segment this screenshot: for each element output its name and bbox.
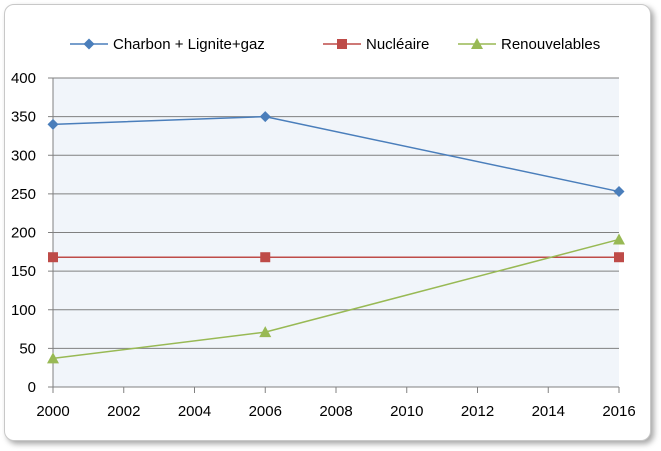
y-tick-label: 200 (11, 225, 36, 242)
diamond-marker (613, 186, 625, 198)
triangle-marker (259, 326, 272, 338)
diamond-marker (259, 111, 271, 123)
y-tick-label: 100 (11, 302, 36, 319)
legend-label: Nucléaire (366, 36, 429, 53)
legend-square-marker (337, 39, 347, 49)
x-tick-label: 2000 (36, 403, 69, 420)
legend-label: Renouvelables (501, 36, 600, 53)
y-tick-label: 150 (11, 263, 36, 280)
y-tick-label: 250 (11, 186, 36, 203)
y-tick-label: 0 (28, 379, 36, 396)
square-marker (48, 252, 58, 263)
x-tick-label: 2010 (390, 403, 423, 420)
square-marker (614, 252, 624, 263)
square-marker (260, 252, 271, 263)
y-tick-label: 300 (11, 147, 36, 164)
triangle-marker (613, 233, 625, 245)
x-tick-label: 2012 (461, 403, 494, 420)
diamond-marker (47, 118, 59, 130)
legend-diamond-marker (83, 38, 95, 50)
x-tick-label: 2002 (107, 403, 140, 420)
y-tick-label: 350 (11, 109, 36, 126)
x-tick-label: 2006 (249, 403, 282, 420)
x-tick-label: 2008 (319, 403, 352, 420)
y-tick-label: 50 (19, 340, 36, 357)
x-tick-label: 2016 (602, 403, 635, 420)
y-tick-label: 400 (11, 70, 36, 87)
triangle-marker (47, 352, 59, 364)
x-tick-label: 2004 (178, 403, 211, 420)
legend-triangle-marker (471, 38, 483, 49)
x-tick-label: 2014 (532, 403, 565, 420)
legend-label: Charbon + Lignite+gaz (113, 36, 265, 53)
